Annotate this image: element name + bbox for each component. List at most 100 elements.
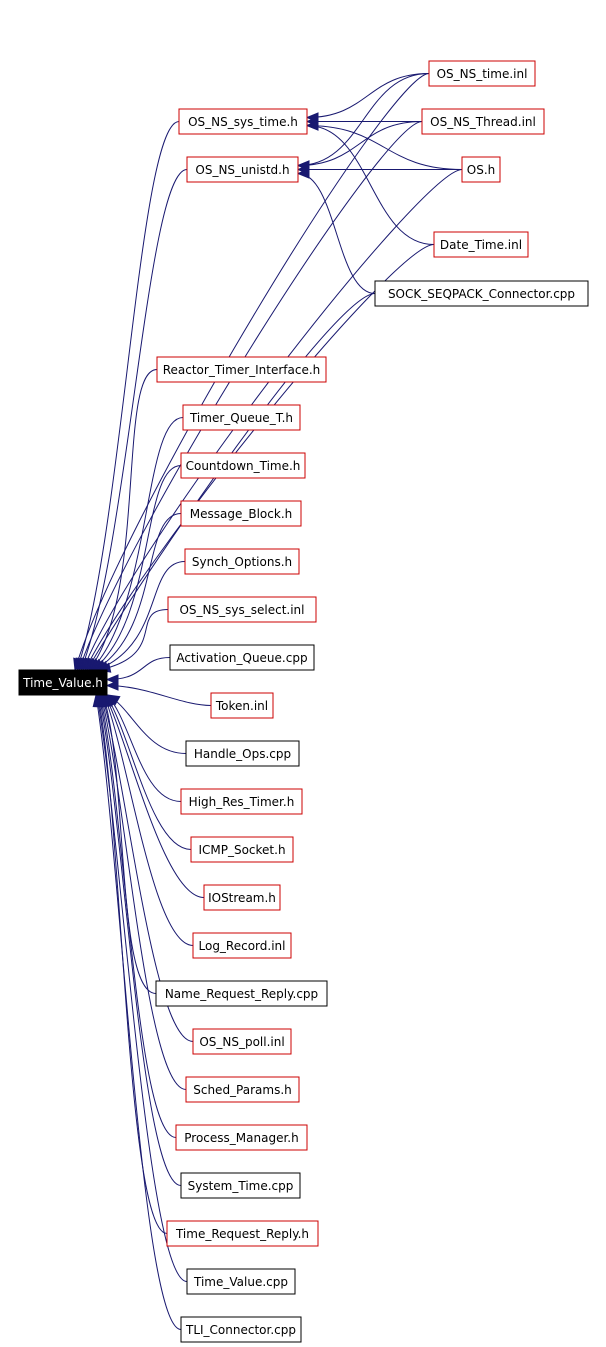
edge-os_ns_unistd_h-to-root xyxy=(80,169,188,671)
node-date_time_inl-label: Date_Time.inl xyxy=(440,238,522,252)
edge-icmp_socket_h-to-root xyxy=(105,694,192,850)
node-high_res_timer_h[interactable]: High_Res_Timer.h xyxy=(180,788,303,815)
edge-timer_queue_t_h-to-root xyxy=(90,417,184,671)
node-timer_queue_t_h-box xyxy=(182,404,301,431)
edge-sock_seqpack_connector_cpp-to-os_ns_unistd_h-arrowhead xyxy=(296,168,310,179)
node-system_time_cpp-box xyxy=(180,1172,301,1199)
node-synch_options_h-box xyxy=(184,548,300,575)
node-os_h[interactable]: OS.h xyxy=(461,156,501,183)
node-iostream_h-box xyxy=(203,884,281,911)
edge-process_manager_h-to-root xyxy=(99,694,177,1138)
node-sched_params_h-label: Sched_Params.h xyxy=(193,1083,292,1097)
node-sock_seqpack_connector_cpp[interactable]: SOCK_SEQPACK_Connector.cpp xyxy=(374,280,589,307)
node-os_ns_sys_time_h[interactable]: OS_NS_sys_time.h xyxy=(178,108,308,135)
node-handle_ops_cpp-label: Handle_Ops.cpp xyxy=(194,747,291,761)
node-countdown_time_h[interactable]: Countdown_Time.h xyxy=(180,452,306,479)
node-tli_connector_cpp[interactable]: TLI_Connector.cpp xyxy=(180,1316,302,1343)
node-handle_ops_cpp-box xyxy=(185,740,300,767)
edge-message_block_h-to-root xyxy=(94,513,182,671)
node-iostream_h[interactable]: IOStream.h xyxy=(203,884,281,911)
nodes-layer: Time_Value.h OS_NS_time.inl OS_NS_sys_time… xyxy=(18,60,589,1343)
node-os_ns_sys_select_inl[interactable]: OS_NS_sys_select.inl xyxy=(167,596,317,623)
node-os_ns_poll_inl-label: OS_NS_poll.inl xyxy=(199,1035,284,1049)
node-sched_params_h[interactable]: Sched_Params.h xyxy=(185,1076,300,1103)
edge-time_value_cpp-to-root xyxy=(96,694,188,1282)
node-process_manager_h-label: Process_Manager.h xyxy=(184,1131,298,1145)
edge-name_request_reply_cpp-to-root xyxy=(102,694,157,994)
node-time_request_reply_h-box xyxy=(166,1220,319,1247)
node-icmp_socket_h-box xyxy=(190,836,294,863)
node-timer_queue_t_h[interactable]: Timer_Queue_T.h xyxy=(182,404,301,431)
node-message_block_h-box xyxy=(180,500,302,527)
node-reactor_timer_interface_h[interactable]: Reactor_Timer_Interface.h xyxy=(156,356,327,383)
node-log_record_inl-box xyxy=(192,932,292,959)
edge-log_record_inl-to-root xyxy=(103,694,194,946)
node-handle_ops_cpp[interactable]: Handle_Ops.cpp xyxy=(185,740,300,767)
edge-reactor_timer_interface_h-to-root xyxy=(88,369,158,671)
node-reactor_timer_interface_h-box xyxy=(156,356,327,383)
edge-tli_connector_cpp-to-root-arrowhead xyxy=(92,693,103,708)
node-os_h-box xyxy=(461,156,501,183)
node-os_ns_thread_inl[interactable]: OS_NS_Thread.inl xyxy=(421,108,545,135)
node-time_value_cpp[interactable]: Time_Value.cpp xyxy=(186,1268,296,1295)
edge-os_ns_poll_inl-to-root xyxy=(101,694,194,1042)
node-iostream_h-label: IOStream.h xyxy=(208,891,276,905)
node-time_request_reply_h[interactable]: Time_Request_Reply.h xyxy=(166,1220,319,1247)
node-name_request_reply_cpp[interactable]: Name_Request_Reply.cpp xyxy=(155,980,328,1007)
node-os_ns_sys_select_inl-label: OS_NS_sys_select.inl xyxy=(179,603,304,617)
node-system_time_cpp[interactable]: System_Time.cpp xyxy=(180,1172,301,1199)
edge-os_ns_sys_time_h-to-root xyxy=(76,121,180,671)
node-os_ns_poll_inl[interactable]: OS_NS_poll.inl xyxy=(192,1028,292,1055)
edge-os_ns_thread_inl-to-os_ns_unistd_h xyxy=(297,121,423,166)
node-os_ns_unistd_h-label: OS_NS_unistd.h xyxy=(195,163,289,177)
node-os_ns_time_inl-label: OS_NS_time.inl xyxy=(437,67,528,81)
edge-high_res_timer_h-to-root xyxy=(106,694,182,802)
node-icmp_socket_h-label: ICMP_Socket.h xyxy=(198,843,285,857)
node-timer_queue_t_h-label: Timer_Queue_T.h xyxy=(189,411,293,425)
node-date_time_inl[interactable]: Date_Time.inl xyxy=(433,231,529,258)
edge-time_request_reply_h-to-root xyxy=(97,694,168,1234)
node-token_inl-box xyxy=(210,692,274,719)
node-os_ns_unistd_h[interactable]: OS_NS_unistd.h xyxy=(186,156,299,183)
node-tli_connector_cpp-box xyxy=(180,1316,302,1343)
node-os_h-label: OS.h xyxy=(467,163,495,177)
edge-os_ns_thread_inl-to-root xyxy=(78,121,423,671)
edge-os_ns_time_inl-to-os_ns_sys_time_h xyxy=(306,73,430,118)
node-os_ns_sys_select_inl-box xyxy=(167,596,317,623)
node-process_manager_h-box xyxy=(175,1124,308,1151)
edge-iostream_h-to-root xyxy=(104,694,205,898)
node-name_request_reply_cpp-label: Name_Request_Reply.cpp xyxy=(165,987,318,1001)
node-time_value_cpp-label: Time_Value.cpp xyxy=(193,1275,288,1289)
node-os_ns_time_inl[interactable]: OS_NS_time.inl xyxy=(428,60,536,87)
node-countdown_time_h-label: Countdown_Time.h xyxy=(186,459,301,473)
node-sock_seqpack_connector_cpp-box xyxy=(374,280,589,307)
edge-os_ns_sys_select_inl-to-root xyxy=(98,609,169,671)
node-time_request_reply_h-label: Time_Request_Reply.h xyxy=(175,1227,309,1241)
edge-synch_options_h-to-root xyxy=(96,561,186,671)
edge-token_inl-to-root-arrowhead xyxy=(105,680,119,691)
node-os_ns_thread_inl-box xyxy=(421,108,545,135)
edge-os_ns_time_inl-to-os_ns_unistd_h xyxy=(297,73,430,166)
node-activation_queue_cpp-label: Activation_Queue.cpp xyxy=(176,651,307,665)
edge-countdown_time_h-to-root xyxy=(92,465,182,671)
edge-token_inl-to-root xyxy=(106,685,212,706)
node-icmp_socket_h[interactable]: ICMP_Socket.h xyxy=(190,836,294,863)
edge-sched_params_h-to-root xyxy=(100,694,187,1090)
node-process_manager_h[interactable]: Process_Manager.h xyxy=(175,1124,308,1151)
node-activation_queue_cpp-box xyxy=(169,644,315,671)
node-message_block_h[interactable]: Message_Block.h xyxy=(180,500,302,527)
edge-system_time_cpp-to-root xyxy=(98,694,182,1186)
node-token_inl[interactable]: Token.inl xyxy=(210,692,274,719)
node-time_value_cpp-box xyxy=(186,1268,296,1295)
node-date_time_inl-box xyxy=(433,231,529,258)
node-os_ns_thread_inl-label: OS_NS_Thread.inl xyxy=(430,115,536,129)
node-synch_options_h[interactable]: Synch_Options.h xyxy=(184,548,300,575)
edge-sock_seqpack_connector_cpp-to-root xyxy=(86,293,376,671)
node-token_inl-label: Token.inl xyxy=(215,699,268,713)
node-log_record_inl[interactable]: Log_Record.inl xyxy=(192,932,292,959)
node-activation_queue_cpp[interactable]: Activation_Queue.cpp xyxy=(169,644,315,671)
node-sched_params_h-box xyxy=(185,1076,300,1103)
edge-tli_connector_cpp-to-root xyxy=(95,694,182,1330)
node-root[interactable]: Time_Value.h xyxy=(18,669,108,696)
